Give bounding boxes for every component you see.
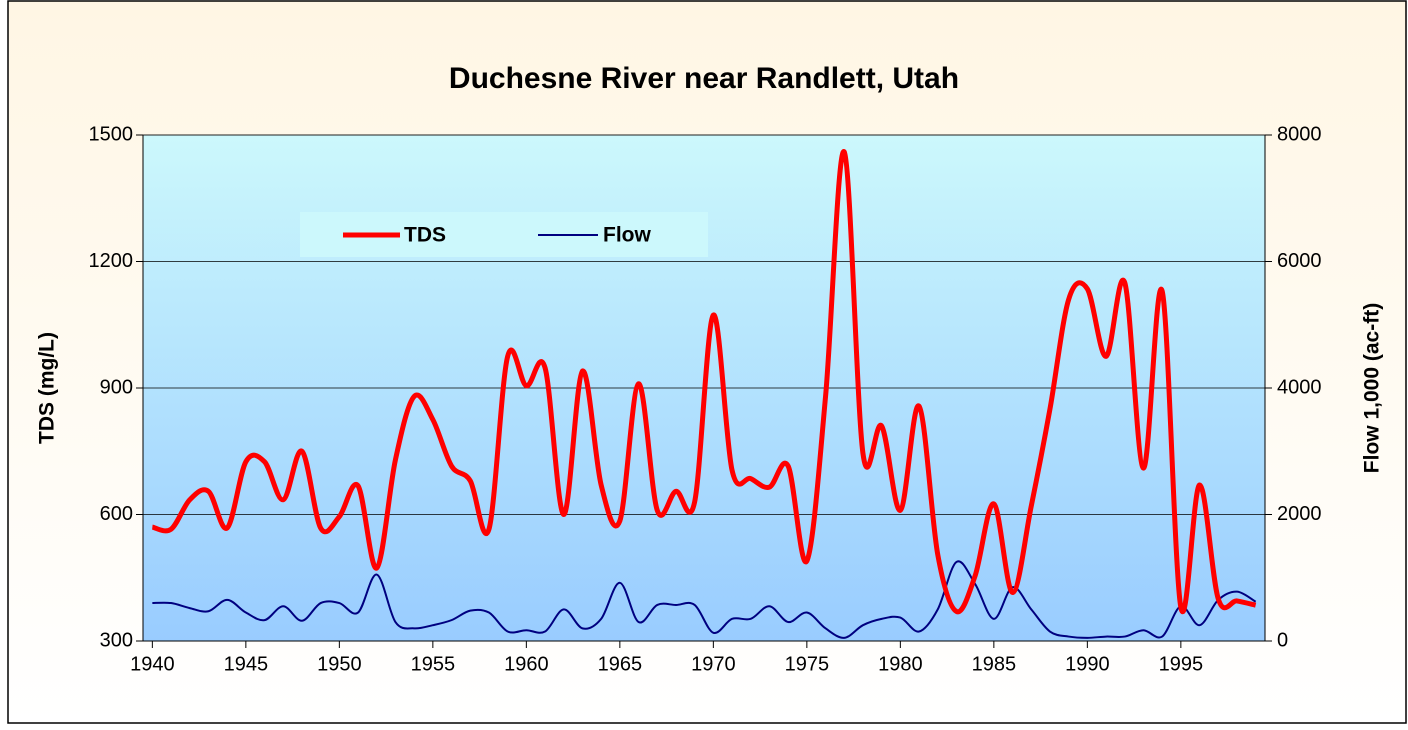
y2-tick-label: 6000 <box>1277 250 1322 272</box>
series-line <box>151 149 1257 615</box>
y-tick-label: 1500 <box>89 123 134 145</box>
legend-label: Flow <box>603 224 651 247</box>
legend-label: TDS <box>404 224 446 247</box>
x-tick-label: 1950 <box>317 653 362 675</box>
x-tick-label: 1990 <box>1065 653 1110 675</box>
series-line <box>152 560 1257 639</box>
x-tick-label: 1975 <box>785 653 830 675</box>
y-tick-label: 300 <box>100 629 133 651</box>
x-tick-label: 1980 <box>878 653 923 675</box>
x-tick-label: 1995 <box>1159 653 1204 675</box>
x-tick-label: 1970 <box>691 653 736 675</box>
y2-axis-title: Flow 1,000 (ac-ft) <box>1361 303 1384 473</box>
y2-tick-label: 0 <box>1277 629 1288 651</box>
y-axis-title: TDS (mg/L) <box>36 332 59 444</box>
y-tick-label: 900 <box>100 376 133 398</box>
x-tick-label: 1960 <box>504 653 549 675</box>
x-tick-label: 1965 <box>598 653 643 675</box>
x-tick-label: 1955 <box>411 653 456 675</box>
y2-tick-label: 2000 <box>1277 503 1322 525</box>
y-tick-label: 1200 <box>89 250 134 272</box>
y-tick-label: 600 <box>100 503 133 525</box>
y2-tick-label: 8000 <box>1277 123 1322 145</box>
x-tick-label: 1945 <box>224 653 269 675</box>
x-tick-label: 1985 <box>972 653 1017 675</box>
chart-title: Duchesne River near Randlett, Utah <box>449 62 959 95</box>
y2-tick-label: 4000 <box>1277 376 1322 398</box>
x-tick-label: 1940 <box>130 653 175 675</box>
